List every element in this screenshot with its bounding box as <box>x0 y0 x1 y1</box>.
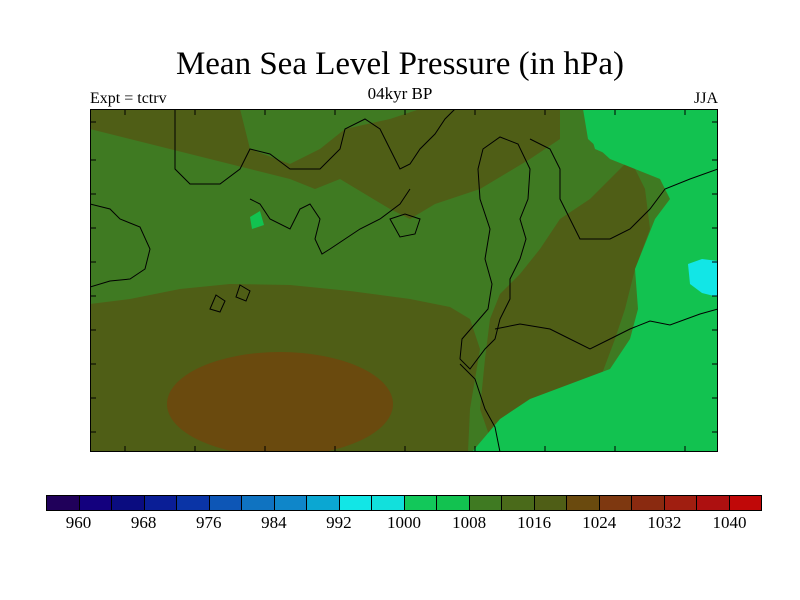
colorbar-labels: 960 968 976 984 992 1000 1008 1016 1024 1032 1040 <box>0 512 800 536</box>
coastline-north <box>174 109 456 185</box>
map-frame <box>90 109 718 452</box>
field-high-central <box>480 159 650 452</box>
season-label: JJA <box>693 90 718 107</box>
colorbar-cell <box>339 496 372 510</box>
experiment-label: Expt = tctrv <box>90 90 167 107</box>
coastline-channel <box>249 188 411 255</box>
field-low-spot <box>250 211 264 229</box>
plot-subtitle: 04kyr BP <box>367 84 433 103</box>
colorbar-tick-label: 968 <box>130 513 157 532</box>
colorbar-cell <box>534 496 567 510</box>
colorbar-cell <box>112 496 145 510</box>
colorbar-cell <box>79 496 112 510</box>
colorbar-cell <box>632 496 665 510</box>
colorbar-cell <box>502 496 535 510</box>
colorbar-cell <box>697 496 730 510</box>
coastlines <box>90 109 718 452</box>
colorbar-tick-label: 1008 <box>452 513 487 532</box>
colorbar-cell <box>307 496 340 510</box>
colorbar-tick-label: 1040 <box>712 513 747 532</box>
colorbar-cell <box>274 496 307 510</box>
colorbar-tick-label: 1000 <box>387 513 421 532</box>
colorbar-tick-label: 976 <box>195 513 222 532</box>
colorbar-cell <box>209 496 242 510</box>
colorbar-cell <box>242 496 275 510</box>
colorbar-cell <box>469 496 502 510</box>
colorbar-tick-label: 960 <box>65 513 92 532</box>
colorbar <box>46 495 762 511</box>
colorbar-cell <box>177 496 210 510</box>
colorbar-cell <box>664 496 697 510</box>
colorbar-tick-label: 1032 <box>647 513 682 532</box>
colorbar-cell <box>144 496 177 510</box>
field-low-cyan <box>688 259 718 297</box>
colorbar-cell <box>729 496 761 510</box>
field-low-northeast <box>583 109 718 184</box>
coastline-east <box>529 138 718 240</box>
coastline-peninsula <box>459 136 531 370</box>
colorbar-cell <box>47 496 80 510</box>
colorbar-tick-label: 1016 <box>517 513 552 532</box>
colorbar-tick-label: 992 <box>326 513 352 532</box>
pressure-map <box>90 109 718 452</box>
colorbar-cell <box>437 496 470 510</box>
coastline-south <box>459 363 501 452</box>
coastline-isle-b <box>235 284 251 302</box>
plot-title: Mean Sea Level Pressure (in hPa) <box>175 46 625 82</box>
coastline-gulf <box>389 213 421 238</box>
colorbar-cell <box>372 496 405 510</box>
field-high-oval <box>167 352 393 452</box>
field-low-east <box>472 109 718 452</box>
coastline-west <box>90 203 151 288</box>
coastline-southeast <box>494 308 718 350</box>
colorbar-tick-label: 984 <box>261 513 287 532</box>
coastline-isle-a <box>209 294 226 313</box>
colorbar-tick-label: 1024 <box>582 513 617 532</box>
colorbar-cell <box>567 496 600 510</box>
colorbar-cell <box>404 496 437 510</box>
colorbar-cell <box>599 496 632 510</box>
